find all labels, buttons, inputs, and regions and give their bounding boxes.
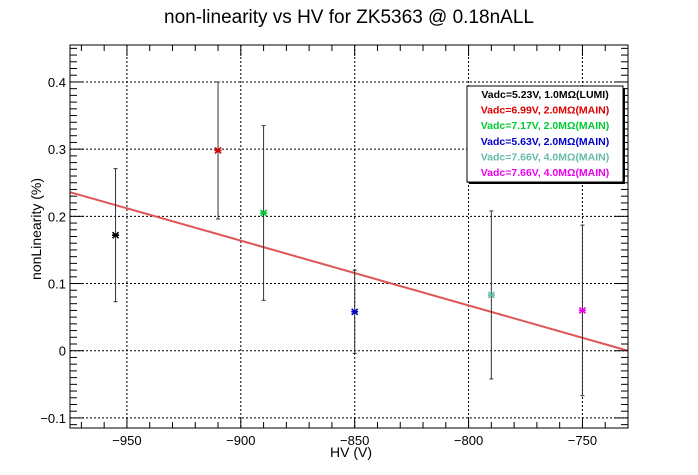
data-point [487, 210, 495, 380]
legend-entry: Vadc=5.23V, 1.0MΩ(LUMI) [481, 89, 608, 101]
chart-title: non-linearity vs HV for ZK5363 @ 0.18nAL… [164, 7, 534, 28]
fit-line [69, 191, 629, 352]
fit-line-layer [69, 191, 629, 352]
y-tick-label: −0.1 [40, 411, 66, 426]
y-tick-label: 0.3 [48, 142, 66, 157]
x-tick-label: −950 [112, 433, 141, 448]
point-marker [578, 306, 587, 314]
legend-entry: Vadc=7.17V, 2.0MΩ(MAIN) [481, 120, 610, 132]
legend-entry: Vadc=6.99V, 2.0MΩ(MAIN) [481, 105, 610, 117]
x-axis-label: HV (V) [330, 444, 372, 460]
data-point [260, 125, 268, 301]
x-tick-label: −800 [454, 433, 483, 448]
data-point [578, 224, 587, 397]
point-marker [487, 291, 495, 299]
y-tick-label: 0.2 [48, 209, 66, 224]
legend-entry: Vadc=7.66V, 4.0MΩ(MAIN) [481, 167, 610, 179]
data-point [111, 168, 120, 303]
legend-entry: Vadc=7.66V, 4.0MΩ(MAIN) [481, 151, 610, 163]
x-tick-label: −750 [568, 433, 597, 448]
x-tick-label: −900 [226, 433, 255, 448]
point-marker [111, 231, 120, 239]
y-tick-label: 0.1 [48, 277, 66, 292]
y-tick-label: 0.4 [48, 75, 66, 90]
y-axis-label: nonLinearity (%) [28, 178, 44, 280]
point-marker [351, 308, 359, 316]
y-tick-label: 0 [59, 344, 66, 359]
point-marker [214, 146, 222, 155]
data-points-layer [111, 81, 587, 397]
data-point [214, 81, 222, 220]
point-marker [260, 209, 268, 217]
data-point [351, 269, 359, 354]
x-tick-label: −850 [340, 433, 369, 448]
axis-ticks: −950 −900 −850 −800 −750 −0.1 0 0.1 0.2 0.3 0.4 [40, 45, 629, 448]
legend: Vadc=5.23V, 1.0MΩ(LUMI) Vadc=6.99V, 2.0MΩ… [466, 85, 625, 184]
legend-entry: Vadc=5.63V, 2.0MΩ(MAIN) [481, 136, 610, 148]
legend-box [466, 85, 624, 183]
